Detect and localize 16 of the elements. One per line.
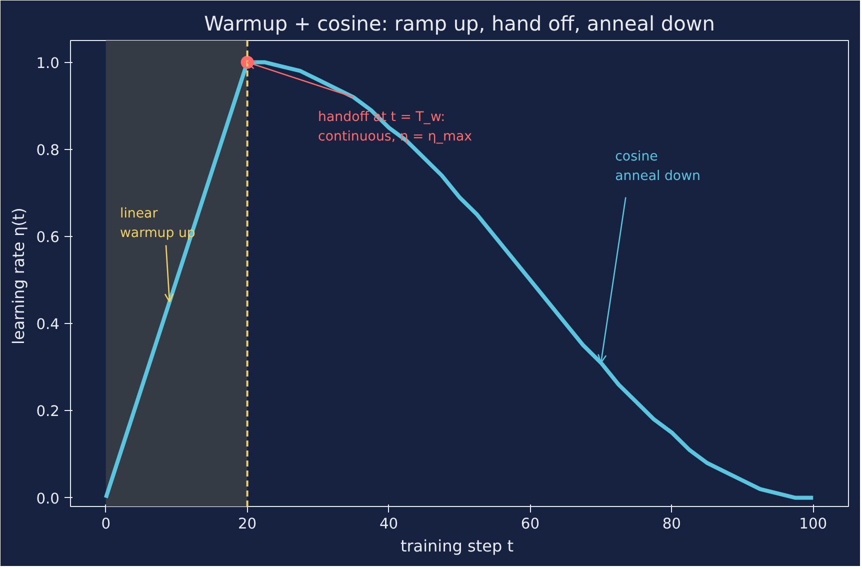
y-tick-label: 0.4: [36, 316, 60, 334]
y-tick-label: 0.6: [36, 228, 60, 246]
chart-title: Warmup + cosine: ramp up, hand off, anneal down: [204, 12, 715, 36]
x-tick-label: 20: [238, 516, 257, 532]
x-tick-label: 100: [799, 516, 828, 532]
y-tick-label: 1.0: [36, 54, 60, 72]
x-tick-label: 80: [662, 516, 682, 532]
y-tick-label: 0.8: [36, 142, 60, 159]
x-tick-label: 40: [379, 516, 398, 532]
y-tick-label: 0.0: [36, 490, 60, 508]
x-axis-title: training step t: [400, 536, 514, 556]
y-axis-title: learning rate η(t): [9, 208, 28, 344]
x-tick-label: 60: [520, 516, 540, 532]
annotation: cosine anneal down: [615, 150, 700, 184]
y-tick-label: 0.2: [36, 403, 60, 420]
x-tick-label: 0: [101, 516, 111, 532]
